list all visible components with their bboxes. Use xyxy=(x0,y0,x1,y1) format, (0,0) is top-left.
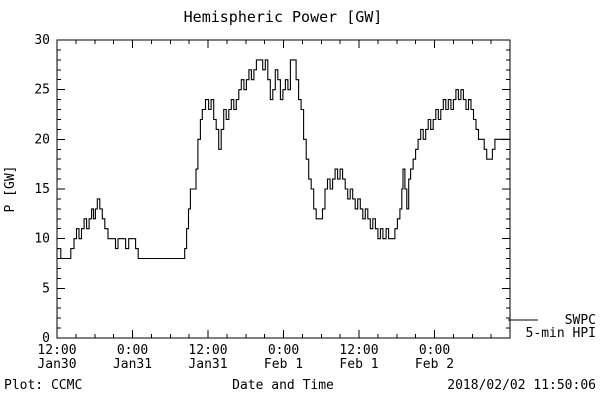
y-tick-label: 30 xyxy=(34,33,50,48)
plot-frame xyxy=(56,39,511,339)
data-series-layer xyxy=(57,59,510,260)
x-tick-date-label: Jan31 xyxy=(188,357,227,372)
x-tick-time-label: 12:00 xyxy=(188,343,227,358)
x-axis-label: Date and Time xyxy=(232,378,334,393)
axes xyxy=(56,39,511,339)
legend-source-label: SWPC xyxy=(565,313,596,328)
tick-labels: 05101520253012:00Jan300:00Jan3112:00Jan3… xyxy=(34,33,454,372)
x-tick-time-label: 12:00 xyxy=(339,343,378,358)
y-tick-label: 15 xyxy=(34,182,50,197)
x-tick-date-label: Feb 1 xyxy=(339,357,378,372)
y-tick-label: 0 xyxy=(42,331,50,346)
chart-title: Hemispheric Power [GW] xyxy=(184,8,383,26)
x-tick-time-label: 0:00 xyxy=(268,343,299,358)
y-tick-label: 20 xyxy=(34,132,50,147)
x-tick-time-label: 0:00 xyxy=(117,343,148,358)
x-tick-date-label: Jan30 xyxy=(37,357,76,372)
y-tick-label: 10 xyxy=(34,232,50,247)
y-tick-label: 5 xyxy=(42,281,50,296)
x-tick-date-label: Feb 2 xyxy=(415,357,454,372)
x-tick-time-label: 12:00 xyxy=(37,343,76,358)
x-tick-date-label: Feb 1 xyxy=(264,357,303,372)
legend-series-label: 5-min HPI xyxy=(526,326,596,341)
data-line xyxy=(57,59,510,260)
y-axis-label: P [GW] xyxy=(3,166,18,213)
x-tick-time-label: 0:00 xyxy=(419,343,450,358)
y-tick-label: 25 xyxy=(34,83,50,98)
footer-timestamp: 2018/02/02 11:50:06 xyxy=(447,378,596,393)
x-tick-date-label: Jan31 xyxy=(113,357,152,372)
footer-plot-source: Plot: CCMC xyxy=(4,378,82,393)
